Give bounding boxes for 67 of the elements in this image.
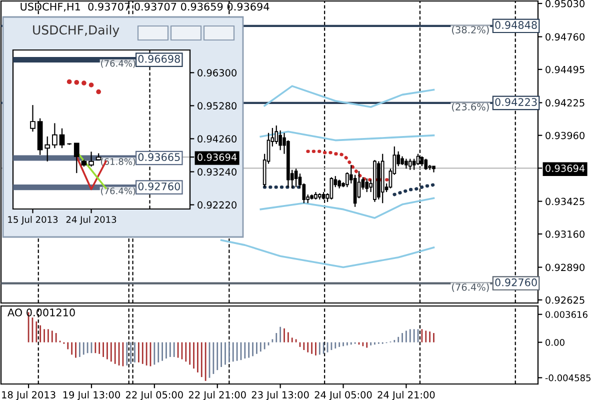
ref-line-label: 0.94848 xyxy=(495,21,537,29)
x-tick-label: 19 Jul 13:00 xyxy=(63,390,120,400)
candlestick xyxy=(274,124,278,145)
y-tick-label: 0.95030 xyxy=(546,0,585,8)
candlestick xyxy=(330,176,334,200)
x-tick-label: 23 Jul 13:00 xyxy=(252,390,309,400)
x-tick-label: 24 Jul 21:00 xyxy=(378,390,435,400)
candlestick xyxy=(412,158,416,170)
line-series xyxy=(264,85,435,108)
chart-title: AO 0.001210 xyxy=(8,308,75,316)
annotation: (76.4%) xyxy=(101,187,136,196)
y-tick-label: 0.92220 xyxy=(198,201,237,209)
y-tick-label: 0.003616 xyxy=(546,311,588,318)
annotation: (23.6%) xyxy=(452,102,489,112)
x-tick-label: 22 Jul 05:00 xyxy=(126,390,183,400)
point xyxy=(96,89,101,94)
candlestick xyxy=(88,151,94,168)
chart-title: USDCHF,H1 0.93707 0.93707 0.93659 0.93694 xyxy=(20,2,270,12)
y-tick-label: 0.94495 xyxy=(546,66,584,74)
point xyxy=(88,82,94,88)
y-tick-label: -0.004585 xyxy=(545,374,590,382)
y-tick-label: 0.94260 xyxy=(198,135,237,143)
annotation: (76.4%) xyxy=(452,283,489,292)
y-tick-label: 0.94760 xyxy=(546,33,585,41)
chart-title: USDCHF,Daily xyxy=(33,24,120,38)
y-tick-label: 0.94225 xyxy=(546,99,584,107)
candlestick xyxy=(408,158,412,170)
y-tick-label: 0.93160 xyxy=(546,230,585,238)
x-tick-label: 22 Jul 21:00 xyxy=(188,390,246,400)
candlestick xyxy=(365,178,369,193)
ref-line-label: 0.92760 xyxy=(495,278,537,286)
point xyxy=(82,80,86,86)
y-tick-label: 0.93694 xyxy=(198,154,237,161)
candlestick xyxy=(404,158,408,170)
ref-line-label: 0.96698 xyxy=(138,54,180,63)
y-tick-label: 0.00 xyxy=(546,339,564,346)
candlestick xyxy=(74,142,80,174)
line-series xyxy=(260,130,435,142)
y-tick-label: 0.92625 xyxy=(546,296,584,304)
candlestick xyxy=(278,130,282,151)
y-tick-label: 0.92890 xyxy=(546,264,585,272)
point xyxy=(74,80,80,85)
candlestick xyxy=(59,128,65,149)
line-series xyxy=(392,182,436,196)
y-tick-label: 0.93425 xyxy=(546,198,584,206)
y-tick-label: 0.93960 xyxy=(546,132,585,140)
x-tick-label: 18 Jul 2013 xyxy=(2,390,56,400)
y-tick-label: 0.93240 xyxy=(198,168,237,176)
ref-line-label: 0.93665 xyxy=(138,153,180,162)
candlestick xyxy=(424,158,428,170)
line-series xyxy=(260,197,435,219)
point xyxy=(66,79,72,84)
y-tick-label: 0.95280 xyxy=(198,102,237,110)
x-tick-label: 24 Jul 2013 xyxy=(66,216,116,225)
y-tick-label: 0.93694 xyxy=(546,164,585,172)
candlestick xyxy=(294,168,298,188)
x-tick-label: 24 Jul 05:00 xyxy=(314,390,372,400)
y-tick-label: 0.96300 xyxy=(198,69,237,76)
line-series xyxy=(220,239,435,268)
candlestick xyxy=(52,122,58,149)
ref-line-label: 0.92760 xyxy=(138,182,180,190)
candlestick xyxy=(44,136,50,162)
annotation: (38.2%) xyxy=(452,26,489,35)
annotation: (76.4%) xyxy=(101,60,136,68)
ref-line-label: 0.94223 xyxy=(495,98,537,106)
candlestick xyxy=(30,104,36,132)
x-tick-label: 15 Jul 2013 xyxy=(8,216,58,225)
